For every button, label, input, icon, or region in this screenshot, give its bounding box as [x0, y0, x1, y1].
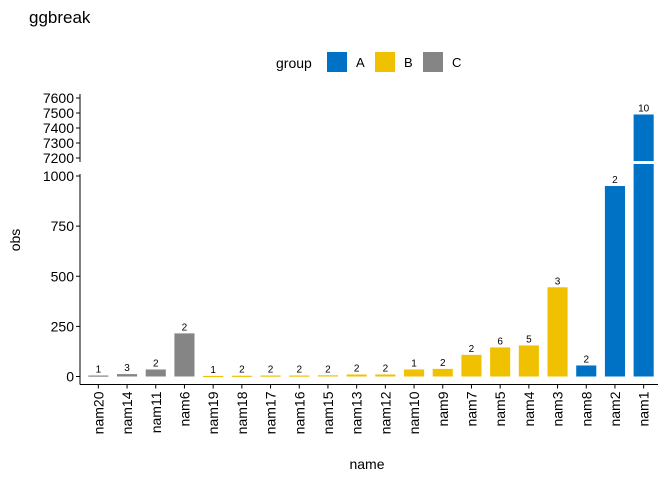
y-tick-label-upper: 7200: [43, 150, 74, 166]
bar-label-nam7: 2: [469, 344, 475, 355]
legend-label-b: B: [404, 55, 413, 70]
bar-label-nam6: 2: [182, 322, 188, 333]
bar-nam5: [490, 347, 511, 377]
x-tick-label: nam7: [463, 391, 479, 426]
bar-nam8: [576, 365, 597, 377]
bar-nam12: [375, 374, 396, 377]
bar-nam14: [117, 374, 138, 377]
bar-label-nam16: 2: [296, 364, 302, 375]
bar-nam3: [547, 287, 568, 377]
bar-label-nam11: 2: [153, 358, 159, 369]
y-tick-label-upper: 7400: [43, 120, 74, 136]
x-tick-label: nam1: [636, 391, 652, 426]
bar-label-nam3: 3: [555, 276, 561, 287]
x-tick-label: nam9: [435, 391, 451, 426]
bar-label-nam14: 3: [124, 363, 130, 374]
legend-title: group: [276, 55, 312, 71]
x-tick-label: nam4: [521, 391, 537, 426]
y-tick-label-lower: 500: [51, 268, 75, 284]
y-tick-label-lower: 0: [66, 369, 74, 385]
x-tick-label: nam19: [205, 391, 221, 434]
bar-label-nam8: 2: [583, 354, 589, 365]
x-tick-label: nam2: [607, 391, 623, 426]
y-tick-label-upper: 7600: [43, 90, 74, 106]
x-tick-label: nam18: [234, 391, 250, 434]
bar-label-nam4: 5: [526, 334, 532, 345]
x-tick-label: nam17: [263, 391, 279, 434]
axis-break-gap: [632, 161, 655, 164]
bar-nam1: [633, 114, 654, 377]
x-tick-label: nam13: [349, 391, 365, 434]
bar-nam18: [231, 375, 252, 377]
bar-label-nam17: 2: [268, 364, 274, 375]
x-axis: nam20 nam14 nam11 nam6 nam19 nam18 nam17 nam16 n…: [80, 384, 658, 434]
x-tick-label: nam14: [119, 391, 135, 434]
bar-nam2: [604, 186, 625, 377]
bar-nam13: [346, 374, 367, 377]
bar-label-nam20: 1: [96, 364, 102, 375]
bar-nam20: [88, 375, 109, 377]
legend-label-a: A: [356, 55, 365, 70]
bar-nam10: [404, 369, 425, 377]
bar-label-nam18: 2: [239, 365, 245, 376]
y-axis-title: obs: [7, 229, 23, 252]
bar-label-nam5: 6: [497, 336, 503, 347]
bar-nam16: [289, 375, 310, 377]
legend-key-b: [375, 52, 395, 72]
x-tick-label: nam15: [320, 391, 336, 434]
bar-label-nam15: 2: [325, 364, 331, 375]
bar-nam7: [461, 354, 482, 377]
x-tick-label: nam16: [291, 391, 307, 434]
bar-nam4: [518, 345, 539, 377]
bar-label-nam13: 2: [354, 363, 360, 374]
bar-nam9: [432, 368, 453, 377]
x-tick-label: nam20: [90, 391, 106, 434]
bar-label-nam9: 2: [440, 358, 446, 369]
x-tick-label: nam3: [550, 391, 566, 426]
y-tick-label-lower: 750: [51, 218, 75, 234]
bars: 1 3 2 2 1 2 2 2 2 2 2 1 2 2 6 5 3 2 2 10: [88, 104, 655, 378]
bar-nam17: [260, 375, 281, 377]
x-axis-title: name: [349, 456, 384, 472]
legend-label-c: C: [452, 55, 461, 70]
bar-label-nam1: 10: [638, 104, 650, 115]
bar-nam11: [145, 369, 166, 377]
y-tick-label-upper: 7500: [43, 105, 74, 121]
x-tick-label: nam12: [377, 391, 393, 434]
bar-nam19: [203, 375, 224, 378]
y-tick-label-lower: 1000: [43, 168, 74, 184]
bar-label-nam12: 2: [383, 363, 389, 374]
x-tick-label: nam10: [406, 391, 422, 434]
bar-label-nam2: 2: [612, 175, 618, 186]
bar-nam15: [317, 375, 338, 377]
chart-title: ggbreak: [29, 8, 91, 27]
x-tick-label: nam6: [176, 391, 192, 426]
bar-label-nam19: 1: [210, 365, 216, 376]
bar-label-nam10: 1: [411, 358, 417, 369]
x-tick-label: nam11: [148, 391, 164, 433]
y-tick-label-lower: 250: [51, 318, 75, 334]
x-tick-label: nam8: [578, 391, 594, 426]
legend-key-c: [423, 52, 443, 72]
bar-nam6: [174, 333, 195, 377]
y-tick-label-upper: 7300: [43, 135, 74, 151]
x-tick-label: nam5: [492, 391, 508, 426]
legend: group A B C: [276, 52, 461, 72]
legend-key-a: [327, 52, 347, 72]
